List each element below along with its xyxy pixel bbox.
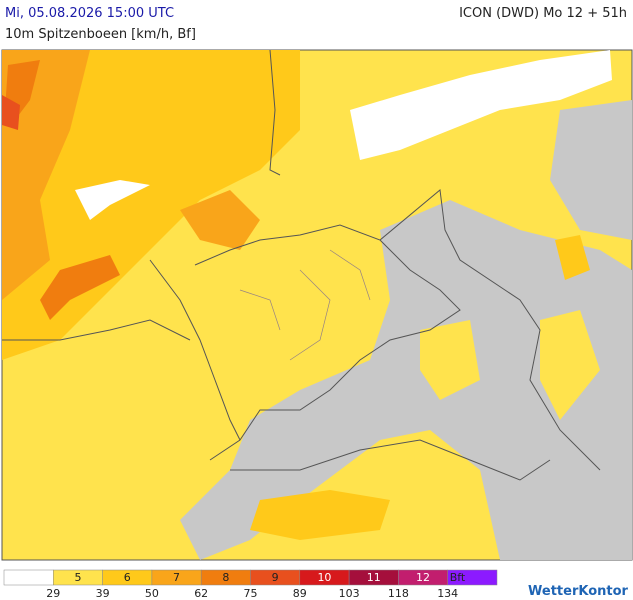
kmh-label: 50 [145, 587, 159, 600]
kmh-label: 89 [293, 587, 307, 600]
bft-label: 11 [367, 571, 381, 584]
map [1, 49, 633, 561]
bft-label: 5 [74, 571, 81, 584]
kmh-label: 39 [96, 587, 110, 600]
kmh-label: 29 [46, 587, 60, 600]
bft-label: 10 [317, 571, 331, 584]
bft-label: 7 [173, 571, 180, 584]
parameter: 10m Spitzenboeen [km/h, Bf] [5, 27, 196, 42]
logo: WetterKontor [528, 584, 629, 599]
kmh-label: 75 [244, 587, 258, 600]
bft-label: Bft [450, 571, 466, 584]
kmh-label: 134 [437, 587, 458, 600]
datetime: Mi, 05.08.2026 15:00 UTC [5, 6, 175, 21]
bft-label: 9 [272, 571, 279, 584]
bft-label: 12 [416, 571, 430, 584]
legend-cell [3, 569, 54, 586]
kmh-label: 103 [339, 587, 360, 600]
bft-label: 8 [222, 571, 229, 584]
model-run: ICON (DWD) Mo 12 + 51h [459, 6, 627, 21]
kmh-label: 118 [388, 587, 409, 600]
bft-label: 6 [124, 571, 131, 584]
logo-text: WetterKontor [528, 584, 629, 599]
kmh-label: 62 [194, 587, 208, 600]
legend-cell [447, 569, 498, 586]
